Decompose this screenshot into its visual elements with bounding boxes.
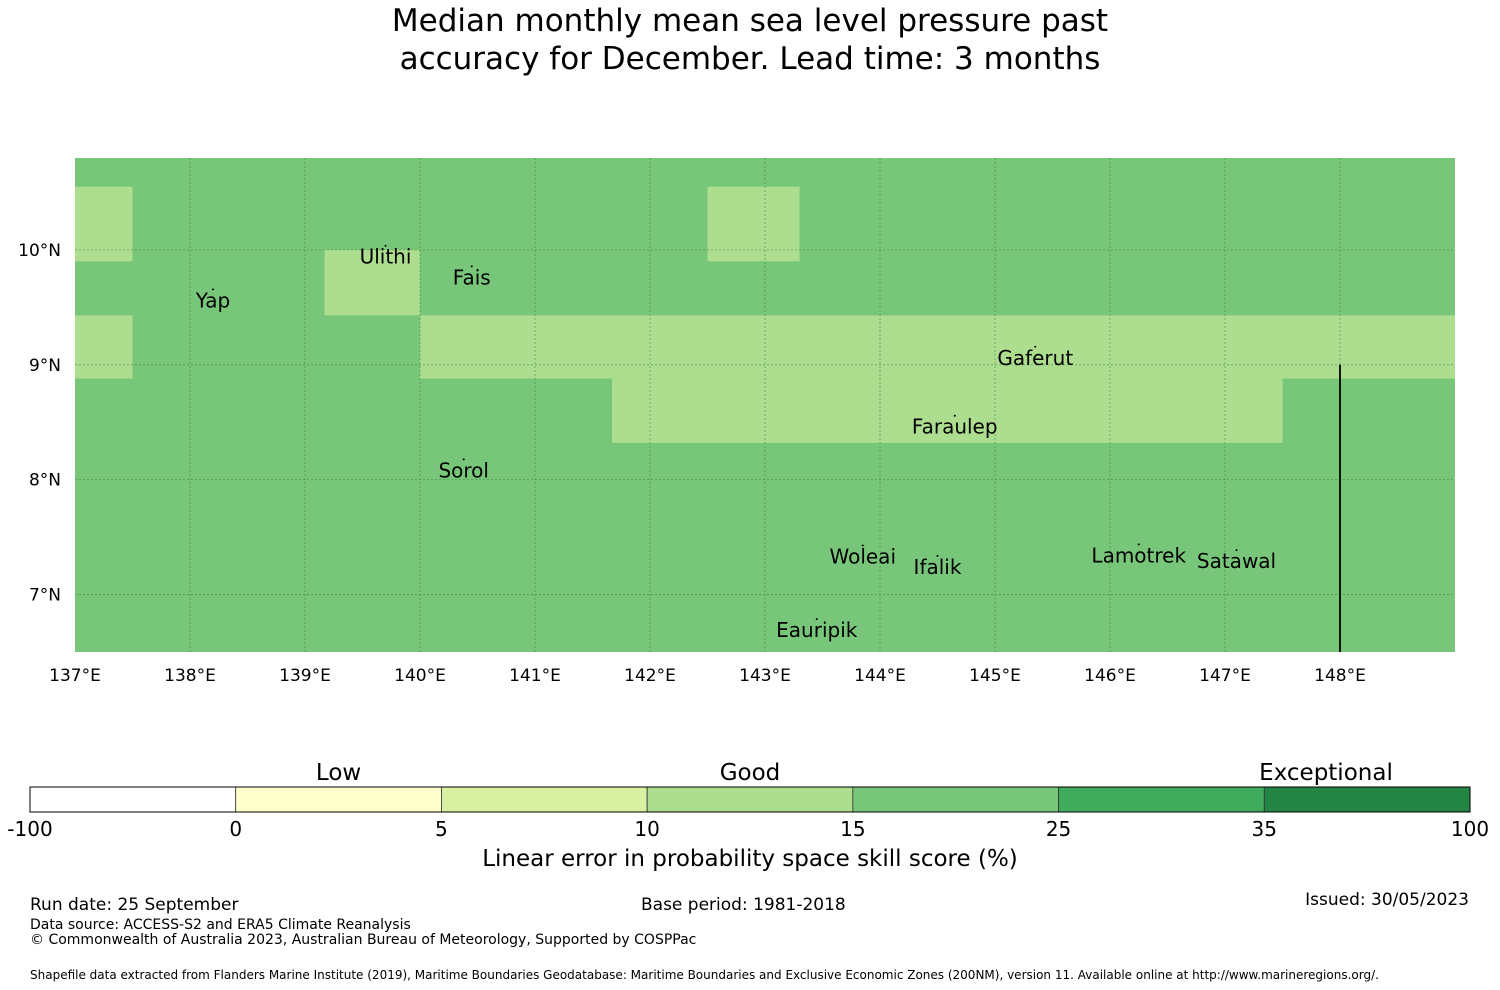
map-layer: 137°E 138°E 139°E 140°E 141°E 142°E 143°E 144°E… — [18, 158, 1455, 686]
place-label-ulithi: Ulithi — [360, 245, 412, 269]
colorbar — [29, 786, 1471, 813]
lon-tick-label: 145°E — [969, 666, 1021, 686]
colorbar-tick-label: 25 — [1045, 817, 1072, 841]
lon-tick-label: 147°E — [1199, 666, 1251, 686]
issued-date: Issued: 30/05/2023 — [1305, 890, 1469, 910]
lon-tick-label: 139°E — [279, 666, 331, 686]
island-marker — [1235, 549, 1238, 552]
colorbar-swatch — [29, 786, 237, 813]
lon-tick-label: 144°E — [854, 666, 906, 686]
skill-cell — [612, 378, 1283, 443]
island-marker — [1034, 345, 1037, 348]
place-label-eauripik: Eauripik — [776, 618, 858, 642]
lon-tick-label: 137°E — [49, 666, 101, 686]
colorbar-swatch — [235, 786, 442, 813]
lon-tick-label: 148°E — [1314, 666, 1366, 686]
place-label-woleai: Woleai — [829, 545, 896, 569]
colorbar-tick-label: 100 — [1450, 817, 1490, 841]
colorbar-tick-label: 0 — [229, 817, 243, 841]
map-title: Median monthly mean sea level pressure p… — [0, 2, 1500, 78]
lon-tick-label: 146°E — [1084, 666, 1136, 686]
colorbar-tick-label: 10 — [634, 817, 660, 841]
lat-tick-label: 9°N — [29, 356, 61, 376]
lon-tick-label: 143°E — [739, 666, 791, 686]
place-label-fais: Fais — [453, 265, 491, 289]
colorbar-tick-label: 15 — [840, 817, 866, 841]
skill-cell — [324, 249, 420, 316]
island-marker — [384, 244, 387, 247]
copyright: © Commonwealth of Australia 2023, Austra… — [30, 932, 697, 948]
place-label-gaferut: Gaferut — [997, 346, 1073, 370]
island-marker — [815, 618, 818, 621]
lon-tick-label: 141°E — [509, 666, 561, 686]
island-marker — [953, 414, 956, 417]
place-label-satawal: Satawal — [1197, 549, 1276, 573]
colorbar-swatch — [646, 786, 854, 813]
skill-cell — [420, 315, 1455, 379]
island-marker — [861, 544, 864, 547]
skill-cell — [75, 315, 133, 379]
colorbar-swatch — [1263, 786, 1471, 813]
island-marker — [470, 265, 473, 268]
run-date: Run date: 25 September — [30, 895, 239, 915]
lat-tick-label: 10°N — [18, 241, 61, 261]
place-label-yap: Yap — [195, 288, 230, 312]
colorbar-swatch — [441, 786, 648, 813]
place-label-faraulep: Faraulep — [912, 415, 998, 439]
skill-cell — [707, 186, 800, 262]
skill-cell — [75, 186, 133, 262]
title-line-1: Median monthly mean sea level pressure p… — [391, 3, 1109, 39]
data-source: Data source: ACCESS-S2 and ERA5 Climate … — [30, 917, 411, 933]
colorbar-category-low: Low — [315, 760, 362, 786]
colorbar-swatch — [1058, 786, 1265, 813]
title-line-2: accuracy for December. Lead time: 3 mont… — [399, 41, 1101, 77]
colorbar-swatch — [852, 786, 1059, 813]
lat-tick-label: 8°N — [29, 471, 61, 491]
island-marker — [462, 458, 465, 461]
place-label-sorol: Sorol — [438, 458, 489, 482]
lon-tick-label: 138°E — [164, 666, 216, 686]
lon-tick-label: 142°E — [624, 666, 676, 686]
island-marker — [1137, 543, 1140, 546]
lon-tick-label: 140°E — [394, 666, 446, 686]
island-marker — [212, 288, 214, 291]
colorbar-tick-label: 5 — [435, 817, 448, 841]
colorbar-category-exceptional: Exceptional — [1259, 760, 1393, 786]
shapefile-credit: Shapefile data extracted from Flanders M… — [30, 968, 1379, 982]
base-period: Base period: 1981-2018 — [641, 895, 846, 915]
colorbar-label: Linear error in probability space skill … — [482, 846, 1018, 872]
colorbar-tick-label: -100 — [7, 817, 53, 841]
lat-tick-label: 7°N — [29, 586, 61, 606]
place-label-ifalik: Ifalik — [914, 555, 962, 579]
place-label-lamotrek: Lamotrek — [1091, 543, 1186, 567]
colorbar-category-good: Good — [719, 760, 781, 786]
colorbar-frame — [29, 786, 1471, 813]
island-marker — [936, 554, 939, 557]
colorbar-tick-label: 35 — [1251, 817, 1278, 841]
